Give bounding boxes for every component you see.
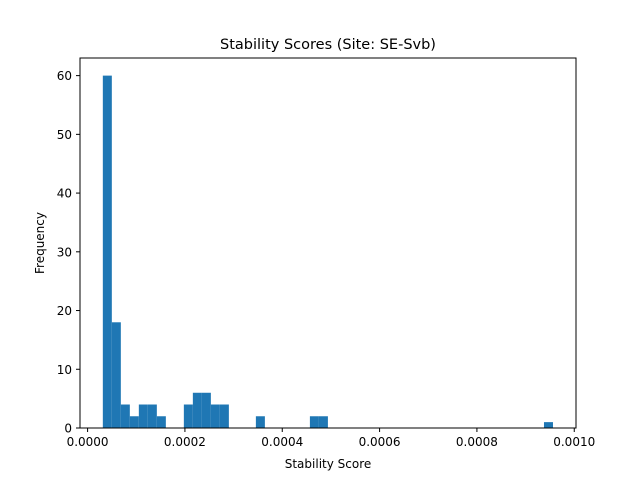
x-tick-label: 0.0002 [164,435,206,449]
y-tick-label: 10 [57,363,72,377]
histogram-bar [111,322,121,428]
x-ticks-group: 0.0000 0.0002 0.0004 0.0006 0.0008 0.0010 [67,428,595,449]
y-tick-label: 30 [57,245,72,259]
histogram-bar [156,416,166,428]
histogram-bar [210,404,220,428]
x-tick-label: 0.0010 [553,435,595,449]
chart-title: Stability Scores (Site: SE-Svb) [220,37,436,53]
histogram-bar [183,404,193,428]
histogram-bar [147,404,157,428]
histogram-bar [120,404,130,428]
x-axis-label: Stability Score [285,457,372,471]
x-tick-label: 0.0004 [261,435,303,449]
axes-frame [79,57,577,429]
y-tick-label: 40 [57,187,72,201]
histogram-bar [543,422,553,428]
histogram-bar [309,416,319,428]
histogram-bar [192,392,202,428]
y-tick-label: 0 [64,422,72,436]
histogram-bar [129,416,139,428]
y-tick-label: 20 [57,304,72,318]
histogram-bar [255,416,265,428]
histogram-bar [138,404,148,428]
histogram-bar [219,404,229,428]
y-axis-label: Frequency [33,212,47,274]
x-tick-label: 0.0000 [67,435,109,449]
histogram-bar [318,416,328,428]
x-tick-label: 0.0008 [456,435,498,449]
x-tick-label: 0.0006 [359,435,401,449]
axes-spines [79,57,577,429]
y-tick-label: 60 [57,69,72,83]
bars-group [102,75,553,428]
histogram-bar [201,392,211,428]
histogram-bar [102,75,112,428]
y-tick-label: 50 [57,128,72,142]
y-ticks-group: 0 10 20 30 40 50 60 [57,69,80,436]
